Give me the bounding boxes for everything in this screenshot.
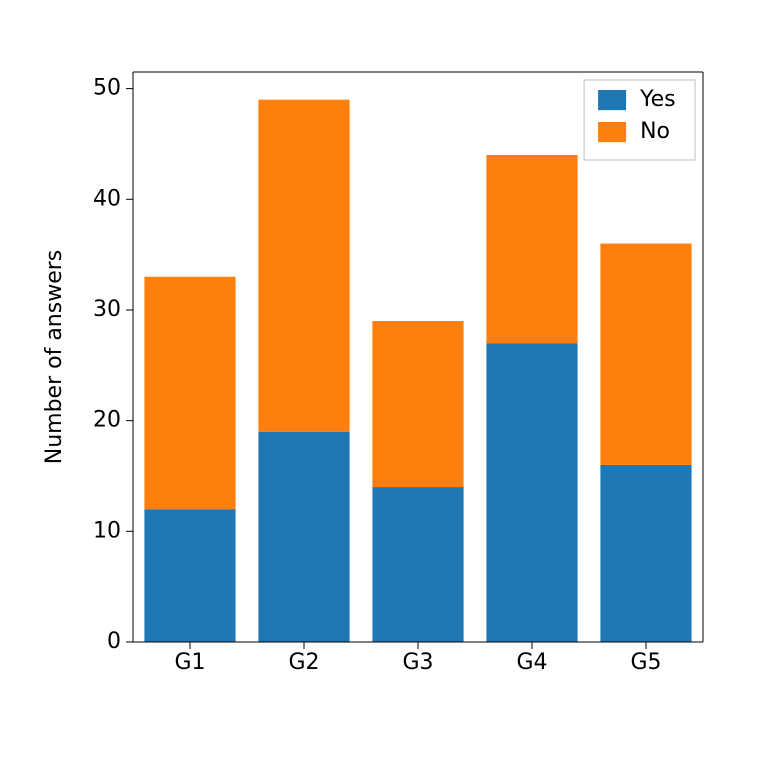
x-tick-label: G5 <box>630 650 661 675</box>
y-tick-label: 40 <box>93 186 121 211</box>
x-tick-label: G2 <box>288 650 319 675</box>
y-tick-label: 0 <box>107 629 121 654</box>
legend: Yes No <box>584 80 695 160</box>
legend-label-no: No <box>640 119 670 144</box>
legend-swatch-yes <box>598 90 626 110</box>
bar-no-g3 <box>372 321 463 487</box>
bar-yes-g5 <box>600 465 691 642</box>
bar-yes-g3 <box>372 487 463 642</box>
y-tick-label: 50 <box>93 76 121 101</box>
bar-no-g2 <box>258 100 349 432</box>
legend-swatch-no <box>598 122 626 142</box>
legend-label-yes: Yes <box>639 87 676 112</box>
bar-no-g1 <box>144 277 235 509</box>
x-tick-label: G1 <box>174 650 205 675</box>
bar-no-g4 <box>486 155 577 343</box>
y-tick-label: 10 <box>93 518 121 543</box>
bar-yes-g1 <box>144 509 235 642</box>
bar-no-g5 <box>600 244 691 465</box>
y-axis-ticks: 0 10 20 30 40 50 <box>93 76 133 654</box>
x-tick-label: G3 <box>402 650 433 675</box>
y-tick-label: 20 <box>93 408 121 433</box>
y-tick-label: 30 <box>93 297 121 322</box>
stacked-bar-chart: 0 10 20 30 40 50 G1 G2 G3 G4 G5 Number of answers… <box>0 0 768 768</box>
x-tick-label: G4 <box>516 650 547 675</box>
y-axis-label: Number of answers <box>42 250 67 465</box>
bar-yes-g4 <box>486 343 577 642</box>
x-axis-ticks: G1 G2 G3 G4 G5 <box>174 642 661 675</box>
bar-yes-g2 <box>258 432 349 642</box>
